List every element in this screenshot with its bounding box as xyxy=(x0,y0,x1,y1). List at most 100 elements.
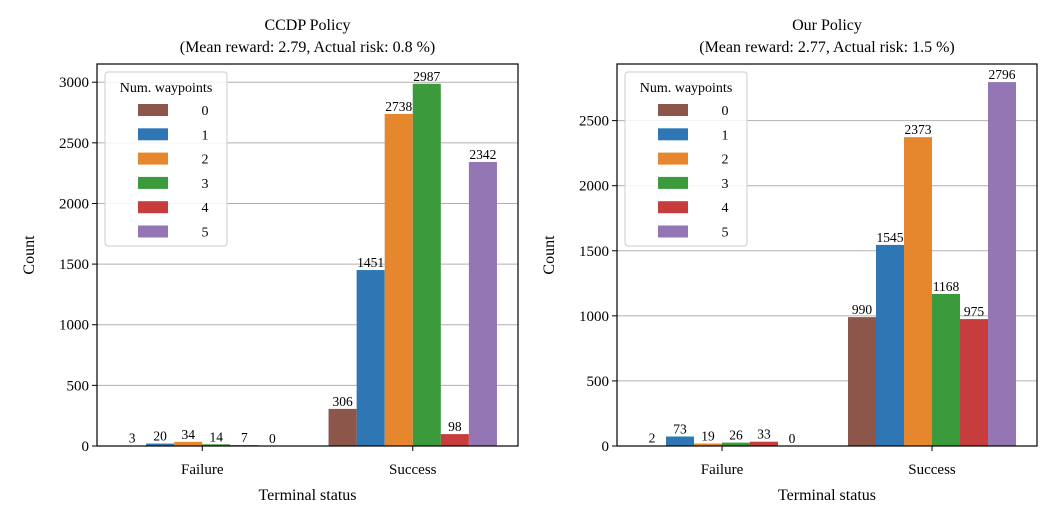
y-tick-label: 2500 xyxy=(579,114,609,130)
legend-swatch xyxy=(138,104,168,116)
y-tick-label: 0 xyxy=(82,439,90,455)
bar-value-label: 73 xyxy=(673,421,687,436)
x-tick-label: Success xyxy=(389,462,437,478)
bar-success-3 xyxy=(932,293,960,446)
bar-success-1 xyxy=(356,270,385,446)
chart-title: CCDP Policy xyxy=(264,17,350,34)
legend-swatch xyxy=(658,152,688,165)
x-axis-label: Terminal status xyxy=(259,487,357,504)
y-tick-label: 1000 xyxy=(59,318,89,334)
bar-value-label: 2738 xyxy=(385,99,412,114)
bar-value-label: 7 xyxy=(241,430,248,445)
bar-value-label: 2 xyxy=(649,431,656,446)
x-tick-label: Failure xyxy=(181,462,224,478)
y-tick-label: 2000 xyxy=(579,179,609,195)
bar-value-label: 3 xyxy=(129,431,136,446)
bar-success-2 xyxy=(384,113,413,447)
legend-label: 1 xyxy=(202,128,209,143)
bar-value-label: 975 xyxy=(964,304,985,319)
legend-label: 1 xyxy=(722,128,729,143)
legend-swatch xyxy=(658,128,688,141)
bar-value-label: 19 xyxy=(701,429,715,444)
bar-value-label: 2987 xyxy=(413,69,440,84)
bar-value-label: 26 xyxy=(729,428,743,443)
bar-success-5 xyxy=(988,82,1016,446)
bar-success-5 xyxy=(468,161,497,447)
legend-swatch xyxy=(658,225,688,238)
legend-label: 5 xyxy=(202,226,209,241)
bar-value-label: 1545 xyxy=(877,230,904,245)
legend-label: 0 xyxy=(202,104,209,119)
bar-success-0 xyxy=(848,317,876,446)
bar-value-label: 33 xyxy=(757,427,771,442)
legend-label: 3 xyxy=(202,177,209,192)
y-tick-label: 500 xyxy=(587,374,610,390)
y-tick-label: 2000 xyxy=(59,196,89,212)
legend-swatch xyxy=(138,152,168,165)
plot-frame xyxy=(96,63,519,447)
bar-success-3 xyxy=(412,83,441,447)
legend-label: 4 xyxy=(722,201,729,216)
bar-value-label: 1451 xyxy=(357,255,384,270)
y-axis-label: Count xyxy=(21,235,38,275)
bar-failure-1 xyxy=(666,436,694,446)
chart-subtitle: (Mean reward: 2.79, Actual risk: 0.8 %) xyxy=(180,39,435,56)
bar-value-label: 0 xyxy=(269,431,276,446)
bar-value-label: 34 xyxy=(181,427,195,442)
chart-title: Our Policy xyxy=(792,17,862,34)
legend-label: 5 xyxy=(722,226,729,241)
bar-value-label: 2342 xyxy=(469,147,496,162)
legend-swatch xyxy=(658,176,688,189)
bar-value-label: 2373 xyxy=(905,122,932,137)
bar-success-0 xyxy=(328,408,357,446)
legend-swatch xyxy=(138,176,168,189)
y-tick-label: 1500 xyxy=(59,257,89,273)
legend-swatch xyxy=(658,104,688,116)
legend-swatch xyxy=(138,201,168,214)
plot-frame xyxy=(616,63,1038,447)
bar-success-2 xyxy=(904,137,932,446)
legend: Num. waypoints 0 1 2 3 4 5 xyxy=(624,71,748,247)
x-tick-label: Success xyxy=(908,462,956,478)
x-tick-label: Failure xyxy=(701,462,744,478)
y-tick-label: 500 xyxy=(67,378,90,394)
legend-swatch xyxy=(658,201,688,214)
legend-title: Num. waypoints xyxy=(640,81,733,96)
legend-label: 3 xyxy=(722,177,729,192)
legend-swatch xyxy=(138,128,168,141)
bar-value-label: 98 xyxy=(448,419,462,434)
bar-value-label: 20 xyxy=(153,429,167,444)
x-axis-label: Terminal status xyxy=(778,487,876,504)
bar-value-label: 0 xyxy=(789,431,796,446)
y-tick-label: 0 xyxy=(602,439,610,455)
legend-label: 2 xyxy=(722,153,729,168)
chart-subtitle: (Mean reward: 2.77, Actual risk: 1.5 %) xyxy=(699,39,954,56)
legend-title: Num. waypoints xyxy=(120,81,213,96)
y-tick-label: 2500 xyxy=(59,136,89,152)
legend-label: 2 xyxy=(202,153,209,168)
y-tick-label: 3000 xyxy=(59,75,89,91)
bar-value-label: 306 xyxy=(332,394,353,409)
y-tick-label: 1500 xyxy=(579,244,609,260)
bar-failure-4 xyxy=(750,441,778,446)
bar-failure-2 xyxy=(174,441,203,446)
bar-failure-3 xyxy=(202,444,231,446)
bar-failure-1 xyxy=(146,443,175,446)
y-tick-label: 1000 xyxy=(579,309,609,325)
bar-failure-3 xyxy=(722,442,750,446)
bar-success-1 xyxy=(876,244,904,446)
bar-value-label: 14 xyxy=(210,429,224,444)
bar-value-label: 990 xyxy=(852,302,873,317)
legend-label: 4 xyxy=(202,201,209,216)
y-axis-label: Count xyxy=(541,235,558,275)
bar-failure-2 xyxy=(694,443,722,446)
legend-swatch xyxy=(138,225,168,238)
bar-value-label: 2796 xyxy=(989,67,1016,82)
legend-label: 0 xyxy=(722,104,729,119)
right-chart: 0 500 1000 1500 2000 2500 2 73 19 26 33 0 Failure 990… xyxy=(541,17,1038,504)
legend: Num. waypoints 0 1 2 3 4 5 xyxy=(104,71,228,247)
bar-success-4 xyxy=(440,434,469,446)
